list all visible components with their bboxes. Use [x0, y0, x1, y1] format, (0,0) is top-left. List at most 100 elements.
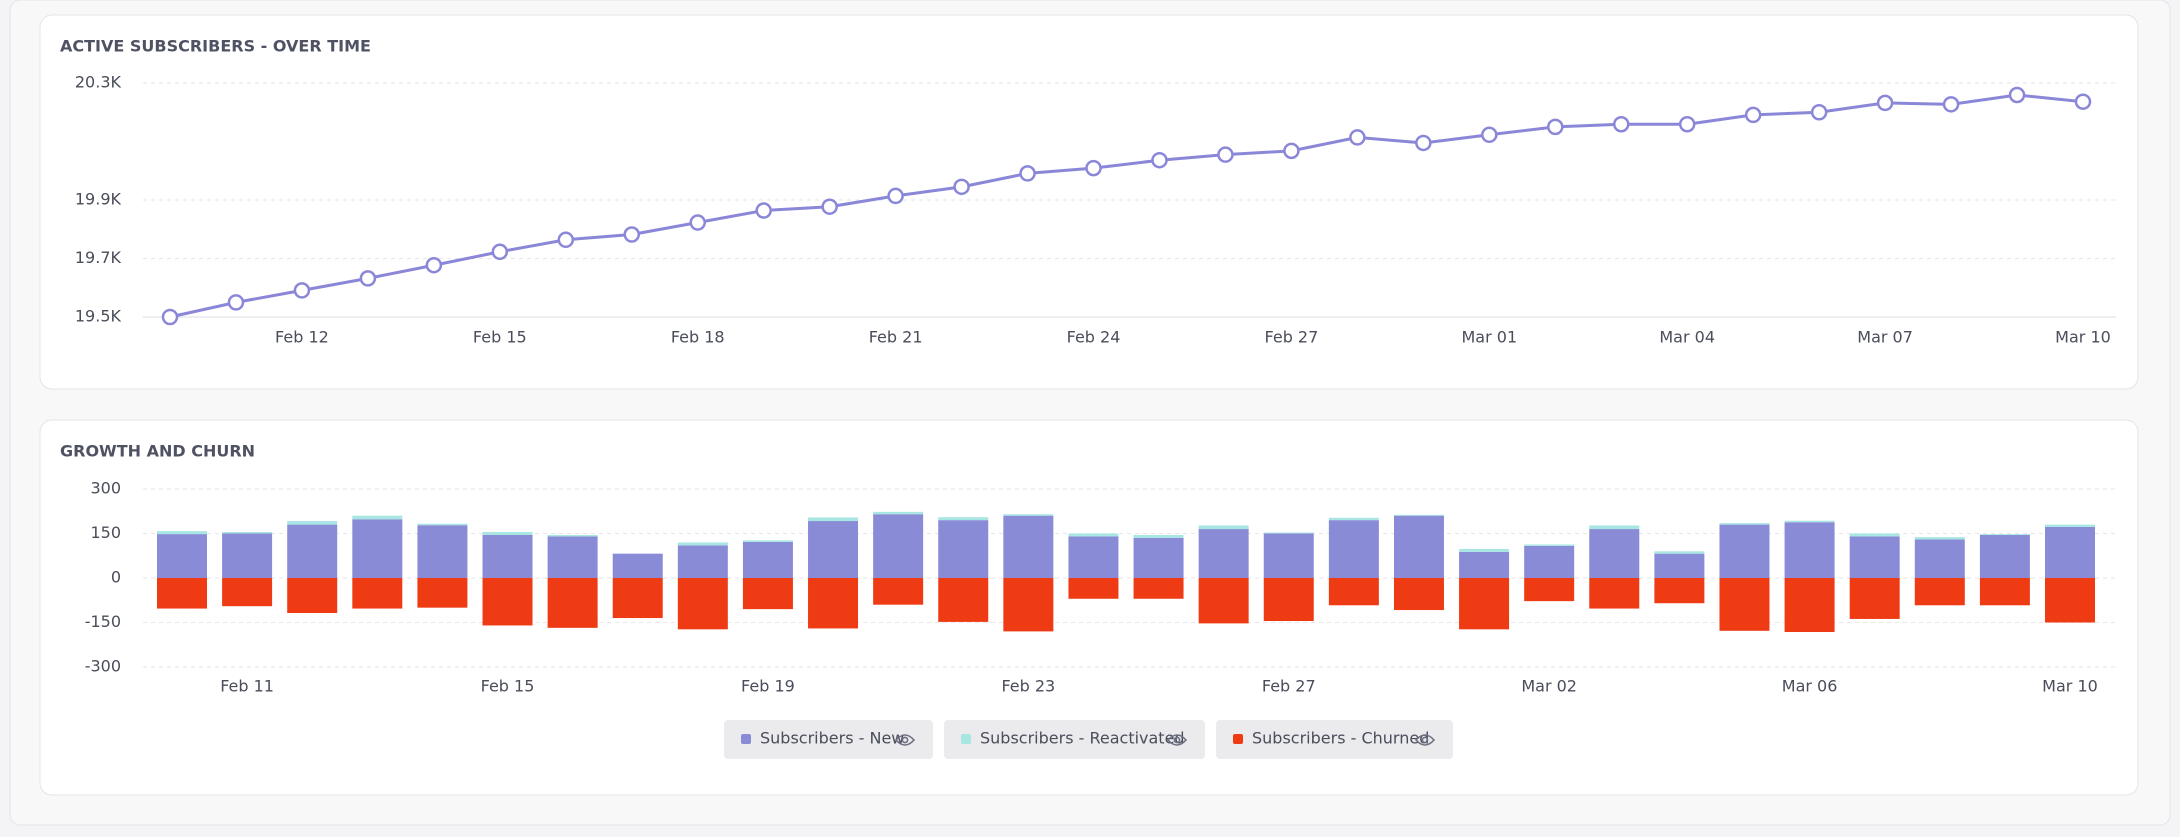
bar-segment [1524, 544, 1575, 546]
legend-button[interactable] [944, 720, 1205, 759]
bar-segment [2045, 526, 2095, 578]
bar-segment [1068, 533, 1119, 537]
bar-segment [287, 578, 338, 614]
card [39, 14, 2139, 390]
bar-segment [352, 519, 403, 578]
bar-segment [1524, 578, 1575, 602]
bar-segment [1784, 522, 1835, 578]
point [1019, 165, 1036, 182]
bar-segment [873, 514, 924, 578]
bar-segment [808, 521, 859, 578]
point [1283, 142, 1300, 160]
point [557, 231, 575, 249]
point [1085, 159, 1102, 177]
bar-segment [222, 532, 273, 534]
bar-segment [1784, 520, 1835, 523]
legend-item[interactable]: Subscribers - Reactivated [944, 720, 1205, 759]
x-tick-label: Mar 10 [2055, 328, 2111, 347]
bar-segment [417, 525, 468, 578]
bar-segment [612, 578, 663, 619]
bar-segment [1979, 534, 2030, 578]
chart-title: GROWTH AND CHURN [60, 442, 255, 461]
x-tick-label: Feb 27 [1265, 328, 1319, 347]
point [623, 226, 641, 243]
x-tick-label: Mar 06 [1782, 677, 1838, 696]
bar-segment [1654, 553, 1705, 578]
point [1876, 94, 1894, 112]
bar-segment [2045, 524, 2095, 527]
legend-item[interactable]: Subscribers - New [724, 720, 933, 759]
bar-segment [742, 541, 793, 578]
eye-icon [1414, 734, 1436, 746]
bar-segment [873, 578, 924, 605]
point [293, 282, 311, 299]
x-tick-label: Mar 02 [1521, 677, 1577, 696]
bar-segment [742, 578, 793, 610]
bar-segment [938, 517, 989, 521]
point [1547, 118, 1564, 136]
bar-segment [287, 521, 338, 525]
bar-segment [482, 578, 533, 626]
bar-segment [1524, 545, 1575, 578]
bar-segment [808, 517, 859, 522]
bar-segment [547, 534, 598, 537]
legend-item[interactable]: Subscribers - Churned [1216, 720, 1453, 759]
bar-segment [417, 578, 468, 608]
bar-segment [547, 536, 598, 578]
bar-segment [1719, 523, 1770, 525]
bar-segment [1263, 532, 1314, 534]
bar-segment [1263, 578, 1314, 622]
point [2008, 86, 2026, 104]
bar-segment [1719, 578, 1770, 631]
card [39, 419, 2139, 796]
eye-pupil [1173, 736, 1181, 744]
bar-segment [1849, 533, 1900, 537]
bar-segment [287, 524, 338, 578]
point [2074, 93, 2092, 110]
x-tick-label: Feb 24 [1067, 328, 1121, 347]
point [1415, 134, 1432, 152]
x-tick-label: Mar 07 [1857, 328, 1913, 347]
bar-segment [1198, 578, 1249, 624]
y-tick-label: 150 [90, 523, 121, 542]
point [821, 198, 838, 215]
bar-segment [1589, 525, 1640, 530]
x-tick-label: Feb 27 [1262, 677, 1316, 696]
x-tick-label: Feb 12 [275, 328, 329, 347]
bar-segment [547, 578, 598, 628]
bar-segment [482, 534, 533, 578]
bar-segment [677, 578, 728, 630]
bar-segment [1393, 515, 1444, 578]
x-tick-label: Feb 19 [741, 677, 795, 696]
bar-segment [1914, 539, 1965, 578]
line [169, 93, 2084, 319]
point [1810, 104, 1828, 121]
legend-swatch [961, 734, 971, 744]
bar-segment [1068, 536, 1119, 578]
x-tick-label: Feb 11 [220, 677, 274, 696]
bar-segment [1133, 537, 1184, 578]
eye-pupil [1421, 736, 1429, 744]
bar-segment [222, 533, 273, 578]
eye-icon [1166, 734, 1188, 746]
y-tick-label: 19.5K [75, 307, 122, 326]
bar-segment [1003, 515, 1054, 578]
legend-label: Subscribers - Churned [1252, 729, 1429, 748]
point [887, 187, 904, 205]
point [491, 243, 509, 261]
bar-segment [1328, 578, 1379, 606]
legend-button[interactable] [724, 720, 933, 759]
y-tick-label: 20.3K [75, 73, 122, 92]
point [359, 270, 377, 287]
x-tick-label: Mar 04 [1659, 328, 1715, 347]
bar-segment [1784, 578, 1835, 632]
point [755, 202, 772, 219]
bar-segment [1849, 536, 1900, 578]
bar-segment [1914, 537, 1965, 540]
point [1612, 115, 1630, 133]
bar-segment [417, 523, 468, 526]
bar-segment [612, 553, 663, 578]
legend-button[interactable] [1216, 720, 1453, 759]
bar-segment [1328, 520, 1379, 578]
